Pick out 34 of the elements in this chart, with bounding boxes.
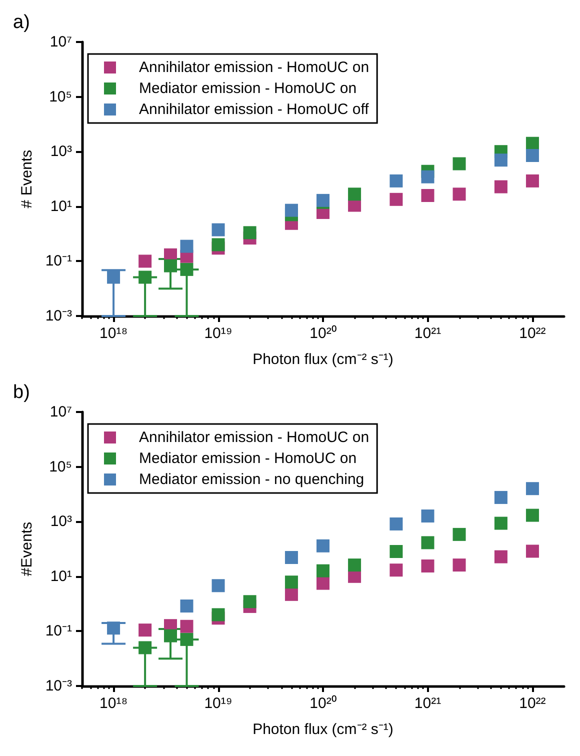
y-axis-title: # Events	[18, 150, 36, 208]
y-tick-label: 10⁻³	[45, 678, 72, 694]
x-tick-label: 10¹⁹	[204, 325, 232, 342]
x-axis-title: Photon flux (cm⁻² s⁻¹)	[252, 351, 394, 368]
x-tick-label: 10²²	[519, 695, 546, 712]
y-tick-label: 10⁵	[49, 458, 72, 476]
legend-label: Mediator emission - no quenching	[139, 471, 364, 488]
legend-label: Mediator emission - HomoUC on	[139, 450, 357, 467]
chart-title: a)	[13, 12, 30, 33]
y-tick-label: 10³	[50, 143, 72, 160]
y-tick-label: 10¹	[50, 568, 72, 585]
legend-label: Mediator emission - HomoUC on	[139, 80, 357, 97]
x-tick-label: 10¹⁹	[204, 695, 232, 712]
x-tick-label: 10²⁰	[310, 695, 336, 712]
y-tick-label: 10⁵	[49, 88, 72, 106]
y-tick-label: 10⁷	[50, 34, 72, 50]
x-tick-label: 10¹⁸	[100, 695, 128, 712]
x-tick-label: 10¹⁸	[100, 325, 128, 342]
y-tick-label: 10¹	[50, 198, 72, 215]
x-tick-label: 10²²	[519, 325, 546, 342]
y-tick-label: 10⁻¹	[45, 622, 72, 640]
legend-label: Annihilator emission - HomoUC on	[139, 59, 370, 76]
chart-title: b)	[13, 382, 30, 403]
y-tick-label: 10³	[50, 513, 72, 530]
y-axis-title: #Events	[18, 522, 36, 576]
y-tick-label: 10⁻¹	[45, 252, 72, 270]
y-tick-label: 10⁻³	[45, 308, 72, 324]
legend-label: Annihilator emission - HomoUC off	[139, 101, 370, 118]
x-axis-title: Photon flux (cm⁻² s⁻¹)	[252, 721, 394, 738]
y-tick-label: 10⁷	[50, 404, 72, 420]
legend-label: Annihilator emission - HomoUC on	[139, 429, 370, 446]
x-tick-label: 10²⁰	[310, 325, 336, 342]
x-tick-label: 10²¹	[414, 695, 442, 712]
x-tick-label: 10²¹	[414, 325, 442, 342]
